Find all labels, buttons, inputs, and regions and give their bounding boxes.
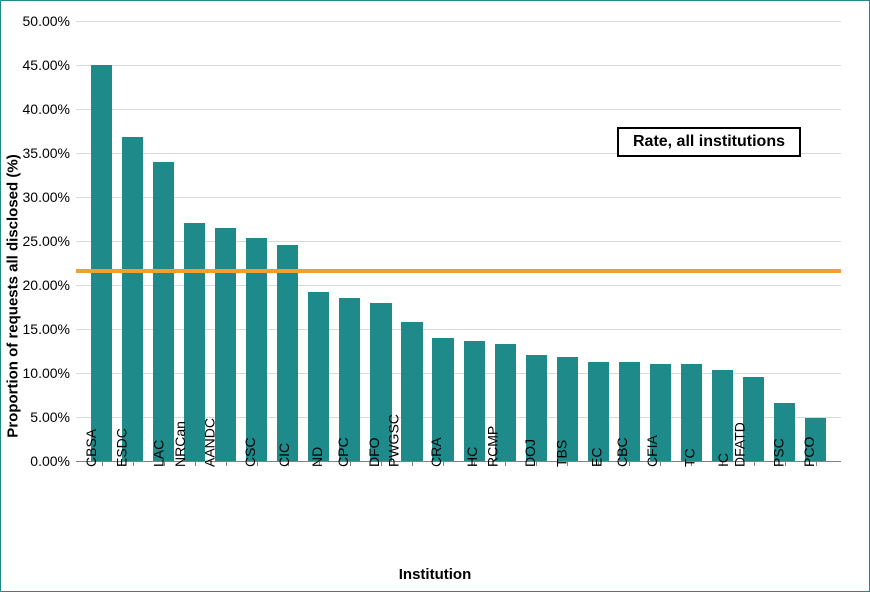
bar-slot: DFATD <box>738 21 769 461</box>
x-tick-label: CSC <box>242 437 258 467</box>
bar-slot: NRCan <box>179 21 210 461</box>
x-tick-label: LAC <box>150 440 166 467</box>
x-tick-label: TBS <box>554 440 570 467</box>
bar <box>588 362 609 461</box>
y-tick-label: 15.00% <box>23 321 70 337</box>
x-tick-label: PCO <box>800 437 816 467</box>
x-tick-label: PWGSC <box>386 414 402 467</box>
bar <box>122 137 143 461</box>
x-tick-label: IC <box>715 453 731 467</box>
bar-slot: PCO <box>800 21 831 461</box>
bar-slot: CFIA <box>645 21 676 461</box>
bar <box>712 370 733 461</box>
bar-slot: AANDC <box>210 21 241 461</box>
bar-slot: PWGSC <box>396 21 427 461</box>
bar-slot: RCMP <box>490 21 521 461</box>
y-tick-label: 35.00% <box>23 145 70 161</box>
bar <box>153 162 174 461</box>
x-tick-label: DFATD <box>731 422 747 467</box>
x-tick-label: HC <box>464 447 480 467</box>
x-tick-label: RCMP <box>485 426 501 467</box>
bar <box>215 228 236 461</box>
y-axis-title: Proportion of requests all disclosed (%) <box>5 154 22 437</box>
y-tick-label: 0.00% <box>30 453 70 469</box>
bar-slot: CSC <box>241 21 272 461</box>
bar <box>277 245 298 461</box>
x-tick-label: NRCan <box>172 421 188 467</box>
bar-slot: ND <box>303 21 334 461</box>
x-tick-label: CIC <box>276 443 292 467</box>
chart-frame: Proportion of requests all disclosed (%)… <box>0 0 870 592</box>
x-tick-label: CBC <box>615 437 631 467</box>
bar-slot: PSC <box>769 21 800 461</box>
y-tick-label: 40.00% <box>23 101 70 117</box>
x-axis-title: Institution <box>1 566 869 583</box>
x-tick <box>133 461 134 466</box>
x-tick-label: CBSA <box>82 429 98 467</box>
x-tick-label: PSC <box>770 438 786 467</box>
bar-slot: ESDC <box>117 21 148 461</box>
x-tick-label: CPC <box>335 437 351 467</box>
bar <box>401 322 422 461</box>
x-tick-label: ESDC <box>113 428 129 467</box>
bar-slot: TBS <box>552 21 583 461</box>
y-tick-label: 45.00% <box>23 57 70 73</box>
bar-slot: CBC <box>614 21 645 461</box>
bar-slot: CBSA <box>86 21 117 461</box>
reference-line <box>76 269 841 273</box>
y-tick-label: 30.00% <box>23 189 70 205</box>
bar-slot: IC <box>707 21 738 461</box>
bar <box>91 65 112 461</box>
x-tick <box>505 461 506 466</box>
x-tick <box>754 461 755 466</box>
y-tick-label: 10.00% <box>23 365 70 381</box>
y-tick-label: 20.00% <box>23 277 70 293</box>
bar-slot: DFO <box>365 21 396 461</box>
bar-slot: CRA <box>428 21 459 461</box>
bar <box>464 341 485 461</box>
x-tick-label: ND <box>309 447 325 467</box>
bars-container: CBSAESDCLACNRCanAANDCCSCCICNDCPCDFOPWGSC… <box>76 21 841 461</box>
bar-slot: EC <box>583 21 614 461</box>
y-tick-label: 5.00% <box>30 409 70 425</box>
x-tick <box>195 461 196 466</box>
bar-slot: CIC <box>272 21 303 461</box>
y-tick-label: 50.00% <box>23 13 70 29</box>
bar-slot: DOJ <box>521 21 552 461</box>
x-tick-label: DFO <box>366 437 382 467</box>
bar <box>681 364 702 461</box>
x-tick <box>226 461 227 466</box>
bar-slot: LAC <box>148 21 179 461</box>
y-tick-label: 25.00% <box>23 233 70 249</box>
legend-box: Rate, all institutions <box>617 127 801 157</box>
x-tick <box>102 461 103 466</box>
bar <box>308 292 329 461</box>
bar-slot: HC <box>459 21 490 461</box>
x-tick-label: AANDC <box>201 418 217 467</box>
bar-slot: CPC <box>334 21 365 461</box>
x-tick-label: CRA <box>428 437 444 467</box>
x-tick-label: CFIA <box>644 435 660 467</box>
plot-area: 0.00%5.00%10.00%15.00%20.00%25.00%30.00%… <box>76 21 841 461</box>
x-tick-label: DOJ <box>522 439 538 467</box>
x-tick-label: TC <box>682 448 698 467</box>
x-tick <box>412 461 413 466</box>
x-tick-label: EC <box>589 448 605 467</box>
bar-slot: TC <box>676 21 707 461</box>
x-tick <box>660 461 661 466</box>
